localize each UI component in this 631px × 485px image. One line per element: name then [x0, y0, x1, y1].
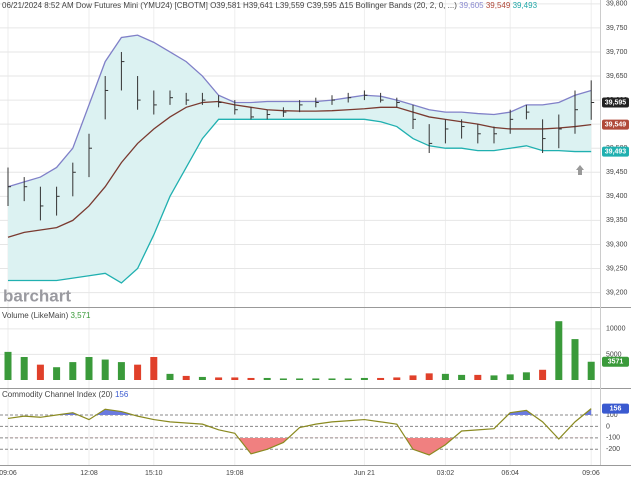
volume-bar [458, 374, 466, 380]
bollinger-band [8, 118, 592, 284]
y-tick-label: 39,650 [606, 73, 628, 80]
volume-bar [117, 362, 125, 380]
band-value: 39,605 [459, 1, 484, 10]
y-tick-label: 0 [606, 423, 610, 430]
volume-bar [215, 377, 223, 380]
volume-bar [4, 351, 12, 380]
price-badge [602, 146, 629, 157]
header-text: 06/21/2024 8:52 AM Dow Futures Mini (YMU… [2, 1, 457, 10]
volume-bar [474, 374, 482, 380]
y-tick-label: 39,800 [606, 1, 628, 8]
x-tick-label: 09:06 [582, 470, 600, 477]
volume-bar [393, 377, 401, 380]
price-badge [602, 97, 629, 108]
band-value: 39,493 [513, 1, 538, 10]
price-badge-label: 39,493 [605, 148, 627, 155]
cci-line [7, 408, 592, 456]
x-tick-label: 06:04 [501, 470, 519, 477]
panel-title-text: Commodity Channel Index (20) [2, 390, 113, 399]
volume-bar [134, 364, 142, 380]
volume-bar [555, 321, 563, 380]
y-tick-label: 100 [606, 412, 618, 419]
y-tick-label: 39,300 [606, 241, 628, 248]
last-value: 156 [115, 390, 129, 399]
volume-bar [101, 359, 109, 380]
y-tick-label: 39,750 [606, 25, 628, 32]
x-tick-label: 09:06 [0, 470, 17, 477]
price-badge [602, 119, 629, 130]
price-badge-label: 156 [610, 405, 622, 412]
arrow-icon [576, 165, 584, 170]
price-badge-label: 3571 [608, 359, 624, 366]
volume-bar [506, 374, 514, 380]
y-tick-label: 39,450 [606, 169, 628, 176]
volume-bar [360, 377, 368, 380]
volume-bar [247, 377, 255, 380]
header: 06/21/2024 8:52 AM Dow Futures Mini (YMU… [2, 1, 538, 10]
volume-bar [198, 376, 206, 380]
x-tick-label: 03:02 [437, 470, 455, 477]
panel-title: Commodity Channel Index (20) 156 [2, 390, 129, 399]
panel-title: Volume (LikeMain) 3,571 [2, 311, 91, 320]
volume-bar [166, 373, 174, 380]
volume-bar [490, 375, 498, 380]
y-tick-label: 39,400 [606, 193, 628, 200]
volume-bar [36, 364, 44, 380]
volume-bar [539, 369, 547, 380]
volume-bar [85, 356, 93, 380]
volume-bar [69, 362, 77, 380]
y-tick-label: -100 [606, 435, 620, 442]
price-badge [602, 403, 629, 414]
x-tick-label: Jun 21 [354, 470, 375, 477]
volume-bar [231, 377, 239, 380]
volume-bar [263, 377, 271, 380]
x-tick-label: 19:08 [226, 470, 244, 477]
y-tick-label: 39,350 [606, 217, 628, 224]
volume-bar [425, 373, 433, 380]
volume-bar [344, 378, 352, 380]
volume-bar [182, 375, 190, 380]
y-tick-label: 39,250 [606, 265, 628, 272]
volume-bar [522, 372, 530, 380]
volume-bar [150, 356, 158, 380]
x-tick-label: 15:10 [145, 470, 163, 477]
y-tick-label: 5000 [606, 351, 622, 358]
y-tick-label: -200 [606, 446, 620, 453]
price-badge [602, 356, 629, 367]
volume-bar [328, 378, 336, 380]
y-tick-label: 10000 [606, 326, 626, 333]
volume-bar [20, 356, 28, 380]
volume-bar [377, 377, 385, 380]
volume-bar [296, 378, 304, 380]
y-tick-label: 39,200 [606, 289, 628, 296]
overbought-fill [8, 408, 592, 415]
volume-bar [441, 373, 449, 380]
volume-bar [409, 375, 417, 380]
price-badge-label: 39,549 [605, 121, 627, 128]
band-value: 39,549 [486, 1, 511, 10]
last-value: 3,571 [70, 311, 91, 320]
volume-bar [571, 339, 579, 380]
volume-bar [279, 378, 287, 380]
volume-bar [587, 361, 595, 380]
oversold-fill [238, 437, 560, 455]
x-tick-label: 12:08 [80, 470, 98, 477]
volume-bar [312, 378, 320, 380]
volume-bar [53, 367, 61, 380]
arrow-icon [578, 170, 582, 175]
panel-title-text: Volume (LikeMain) [2, 311, 69, 320]
price-badge-label: 39,595 [605, 99, 627, 106]
y-tick-label: 39,700 [606, 49, 628, 56]
logo: barchart [3, 286, 71, 305]
